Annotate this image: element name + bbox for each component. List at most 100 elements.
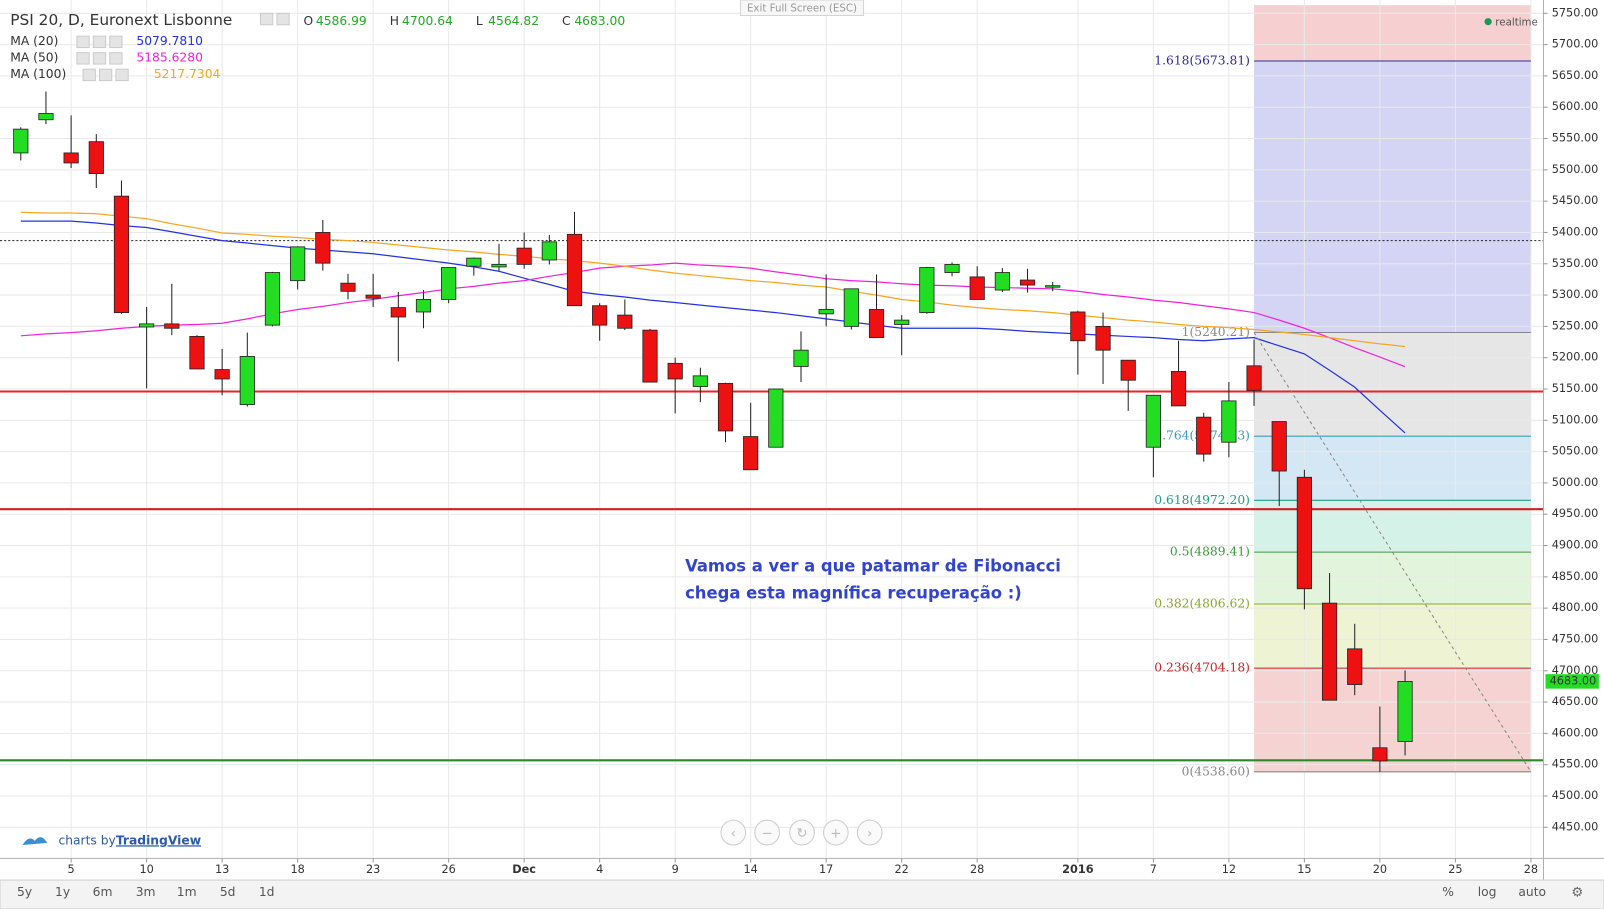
fib-band — [1254, 436, 1531, 501]
y-tick-label: 5100.00 — [1552, 412, 1599, 426]
icon[interactable] — [276, 12, 290, 26]
brand-prefix[interactable]: charts by — [58, 833, 115, 847]
legend-icon[interactable] — [82, 68, 96, 82]
legend-icon[interactable] — [76, 52, 90, 65]
scale-button[interactable]: % — [1442, 885, 1454, 899]
scroll-right[interactable] — [856, 819, 883, 846]
range-button[interactable]: 5d — [220, 885, 236, 899]
candle-body — [768, 388, 784, 448]
brand-name[interactable]: TradingView — [116, 833, 201, 847]
legend-icon[interactable] — [109, 35, 123, 49]
candle-body — [919, 267, 935, 314]
legend-icon[interactable] — [115, 68, 129, 82]
candle-body — [441, 267, 457, 300]
y-tick-label: 5500.00 — [1552, 162, 1599, 176]
candle-body — [113, 195, 130, 314]
y-tick-label: 4550.00 — [1552, 757, 1599, 771]
chart-title: PSI 20, D, Euronext Lisbonne — [10, 11, 232, 29]
candle-body — [88, 141, 104, 175]
legend-icon[interactable] — [92, 52, 107, 65]
candle-body — [1372, 747, 1388, 762]
candle-body — [365, 294, 381, 299]
x-tick-label: 13 — [215, 862, 229, 876]
x-tick-label: 26 — [441, 862, 455, 876]
candle-body — [843, 288, 859, 327]
candle-body — [63, 152, 79, 164]
candle-body — [390, 307, 406, 318]
legend: MA (20) 5079.7810 MA (50) 5185.6280 MA (100)… — [10, 34, 220, 82]
exit-button-box[interactable] — [739, 0, 865, 17]
candle-body — [1347, 648, 1363, 685]
candle-body — [466, 257, 482, 267]
candle-body — [264, 272, 281, 326]
zoom-in[interactable] — [823, 819, 849, 846]
brand-logo — [22, 837, 48, 845]
x-tick-label: 20 — [1373, 862, 1387, 876]
legend-name: MA (100) — [10, 67, 66, 81]
candle-body — [793, 349, 809, 367]
candle-body — [617, 314, 633, 329]
settings-icon[interactable]: ⚙ — [1571, 885, 1583, 900]
exit-full-screen[interactable]: Exit Full Screen (ESC) — [747, 2, 857, 14]
x-tick-label: 15 — [1297, 862, 1311, 876]
scale-button[interactable]: auto — [1518, 885, 1546, 899]
candle-body — [139, 323, 155, 328]
candle-body — [1321, 602, 1338, 701]
range-buttons: 5y 1y 6m 3m 1m 5d 1d% log auto — [17, 885, 1546, 899]
ohlc-key: O — [304, 14, 314, 28]
legend-icon[interactable] — [109, 52, 123, 65]
candle-body — [541, 241, 557, 261]
candle-body — [164, 323, 180, 329]
range-button[interactable]: 6m — [93, 885, 113, 899]
y-tick-label: 4700.00 — [1552, 663, 1599, 677]
y-tick-label: 5700.00 — [1552, 37, 1599, 51]
candle-body — [1246, 365, 1262, 391]
y-tick-label: 5650.00 — [1552, 68, 1599, 82]
x-tick-label: 7 — [1150, 862, 1157, 876]
icon: − — [762, 827, 773, 842]
icon: + — [830, 827, 841, 842]
legend-icon[interactable] — [92, 35, 107, 49]
range-button[interactable]: 1m — [177, 885, 197, 899]
candle-body — [1296, 476, 1312, 590]
ohlc-key: L — [476, 14, 483, 28]
ohlc-value: 4564.82 — [488, 14, 539, 28]
y-tick-label: 5550.00 — [1552, 131, 1599, 145]
x-tick-label: 23 — [366, 862, 380, 876]
candle-body — [1221, 400, 1237, 443]
y-tick-label: 5750.00 — [1552, 5, 1599, 19]
candle-body — [1145, 394, 1161, 448]
x-tick-label: Dec — [512, 862, 536, 876]
y-tick-label: 5400.00 — [1552, 224, 1599, 238]
scale-button[interactable]: log — [1478, 885, 1497, 899]
candle-body — [340, 282, 356, 292]
fib-label: 0(4538.60) — [1182, 764, 1250, 778]
scroll-left[interactable] — [720, 819, 747, 846]
y-tick-label: 5150.00 — [1552, 381, 1599, 395]
fib-label: 0.382(4806.62) — [1154, 596, 1250, 610]
legend-icon[interactable] — [98, 68, 113, 82]
candle-body — [642, 329, 658, 383]
legend-icon[interactable] — [76, 35, 90, 49]
range-button[interactable]: 3m — [136, 885, 156, 899]
ohlc-readout: O 4586.99 H 4700.64 L 4564.82 C 4683.00 — [304, 14, 626, 28]
zoom-out[interactable] — [754, 819, 780, 846]
candle-body — [1170, 371, 1187, 407]
annotation: Vamos a ver a que patamar de Fibonacci — [685, 557, 1061, 576]
range-button[interactable]: 1d — [259, 885, 275, 899]
candle-body — [491, 263, 507, 268]
reset[interactable] — [789, 819, 815, 846]
y-tick-label: 4600.00 — [1552, 725, 1599, 739]
candle-body — [239, 356, 255, 406]
x-tick-label: 28 — [1524, 862, 1538, 876]
y-tick-label: 4850.00 — [1552, 569, 1599, 583]
range-button[interactable]: 1y — [55, 885, 70, 899]
icon[interactable] — [259, 12, 274, 26]
candle-body — [13, 128, 29, 154]
y-tick-label: 4950.00 — [1552, 506, 1599, 520]
fib-label: 0.236(4704.18) — [1154, 661, 1250, 675]
candle-body — [692, 375, 708, 387]
fib-band — [1254, 61, 1531, 333]
range-button[interactable]: 5y — [17, 885, 32, 899]
y-tick-label: 5200.00 — [1552, 350, 1599, 364]
